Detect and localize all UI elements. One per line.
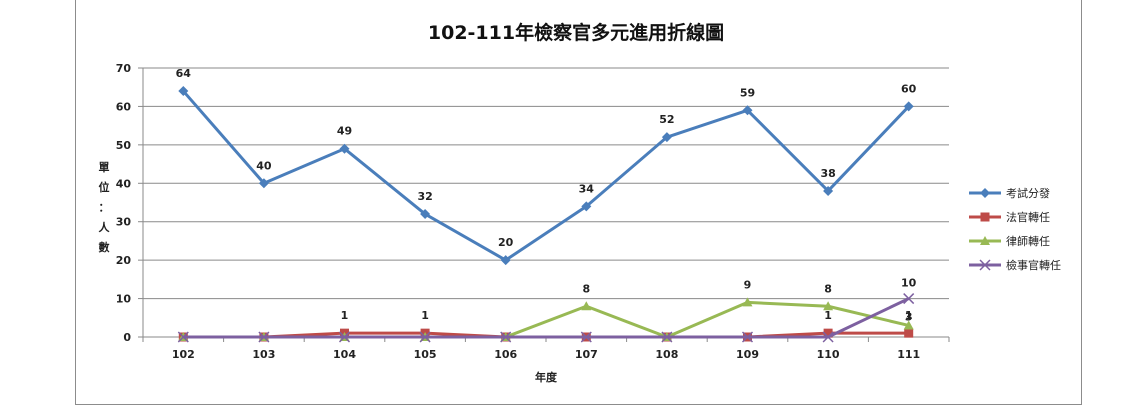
data-label: 1 xyxy=(341,309,349,322)
data-label: 34 xyxy=(579,182,595,195)
y-tick-label: 70 xyxy=(116,62,132,75)
data-label: 9 xyxy=(744,278,752,291)
data-label: 40 xyxy=(256,159,272,172)
legend-item: 考試分發 xyxy=(969,186,1050,200)
x-tick-labels: 102 103 104 105 106 107 108 109 110 111 xyxy=(172,348,920,361)
y-tick-label: 10 xyxy=(116,293,132,306)
data-label: 52 xyxy=(659,113,674,126)
x-tick-label: 105 xyxy=(414,348,437,361)
data-label: 64 xyxy=(176,67,192,80)
legend-label: 法官轉任 xyxy=(1006,210,1050,224)
y-tick-label: 60 xyxy=(116,100,132,113)
x-tick-label: 109 xyxy=(736,348,759,361)
y-tick-label: 20 xyxy=(116,254,132,267)
data-label: 8 xyxy=(824,282,832,295)
x-axis-title: 年度 xyxy=(535,370,558,384)
x-tick-label: 102 xyxy=(172,348,195,361)
chart-frame: 102-111年檢察官多元進用折線圖 0 10 20 30 40 50 60 70 102 10… xyxy=(75,0,1082,405)
x-tick-label: 111 xyxy=(897,348,920,361)
data-label: 60 xyxy=(901,82,917,95)
legend-item: 律師轉任 xyxy=(969,235,1050,248)
data-point xyxy=(904,329,913,338)
y-axis-title-char: 位 xyxy=(99,180,110,194)
series-lines xyxy=(178,86,913,342)
data-label: 1 xyxy=(824,309,832,322)
y-axis-title-char: 人 xyxy=(99,220,111,234)
data-label: 8 xyxy=(582,282,590,295)
legend-label: 律師轉任 xyxy=(1006,235,1050,248)
legend-label: 檢事官轉任 xyxy=(1006,258,1061,272)
data-point xyxy=(581,301,591,310)
series-line-3 xyxy=(183,302,908,337)
y-tick-label: 40 xyxy=(116,177,132,190)
data-label: 59 xyxy=(740,86,755,99)
y-axis-title-char: 數 xyxy=(99,240,110,254)
legend-item: 檢事官轉任 xyxy=(969,258,1061,272)
y-tick-label: 50 xyxy=(116,139,132,152)
y-tick-label: 0 xyxy=(123,331,131,344)
x-tick-label: 108 xyxy=(655,348,678,361)
chart-title: 102-111年檢察官多元進用折線圖 xyxy=(428,21,724,44)
x-tick-label: 103 xyxy=(252,348,275,361)
data-label: 10 xyxy=(901,277,917,290)
axes xyxy=(138,68,949,342)
legend-label: 考試分發 xyxy=(1006,186,1050,200)
y-axis-title-char: ： xyxy=(99,201,110,214)
y-axis-title-char: 單 xyxy=(99,161,110,174)
data-labels: 64 40 49 32 20 34 52 59 38 60 1 1 1 1 8 9 8 3 10 xyxy=(176,67,917,323)
x-tick-label: 107 xyxy=(575,348,598,361)
x-tick-label: 106 xyxy=(494,348,517,361)
x-tick-label: 104 xyxy=(333,348,356,361)
y-tick-label: 30 xyxy=(116,216,132,229)
legend-marker xyxy=(980,188,990,198)
data-label: 3 xyxy=(905,310,913,323)
data-label: 38 xyxy=(820,167,835,180)
legend-marker xyxy=(981,213,990,222)
series-line-1 xyxy=(183,91,908,260)
legend-item: 法官轉任 xyxy=(969,210,1050,224)
data-label: 32 xyxy=(417,190,432,203)
x-tick-label: 110 xyxy=(817,348,840,361)
y-tick-labels: 0 10 20 30 40 50 60 70 xyxy=(116,62,132,344)
y-axis-title: 單位 ： 人數 xyxy=(99,161,111,254)
data-label: 1 xyxy=(421,309,429,322)
data-label: 20 xyxy=(498,236,514,249)
data-label: 49 xyxy=(337,125,352,138)
